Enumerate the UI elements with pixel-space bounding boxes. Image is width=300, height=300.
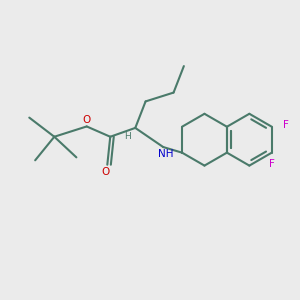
- Text: NH: NH: [158, 148, 174, 158]
- Text: F: F: [269, 159, 275, 169]
- Text: O: O: [102, 167, 110, 177]
- Text: H: H: [124, 132, 131, 141]
- Text: O: O: [82, 115, 91, 125]
- Text: F: F: [283, 120, 289, 130]
